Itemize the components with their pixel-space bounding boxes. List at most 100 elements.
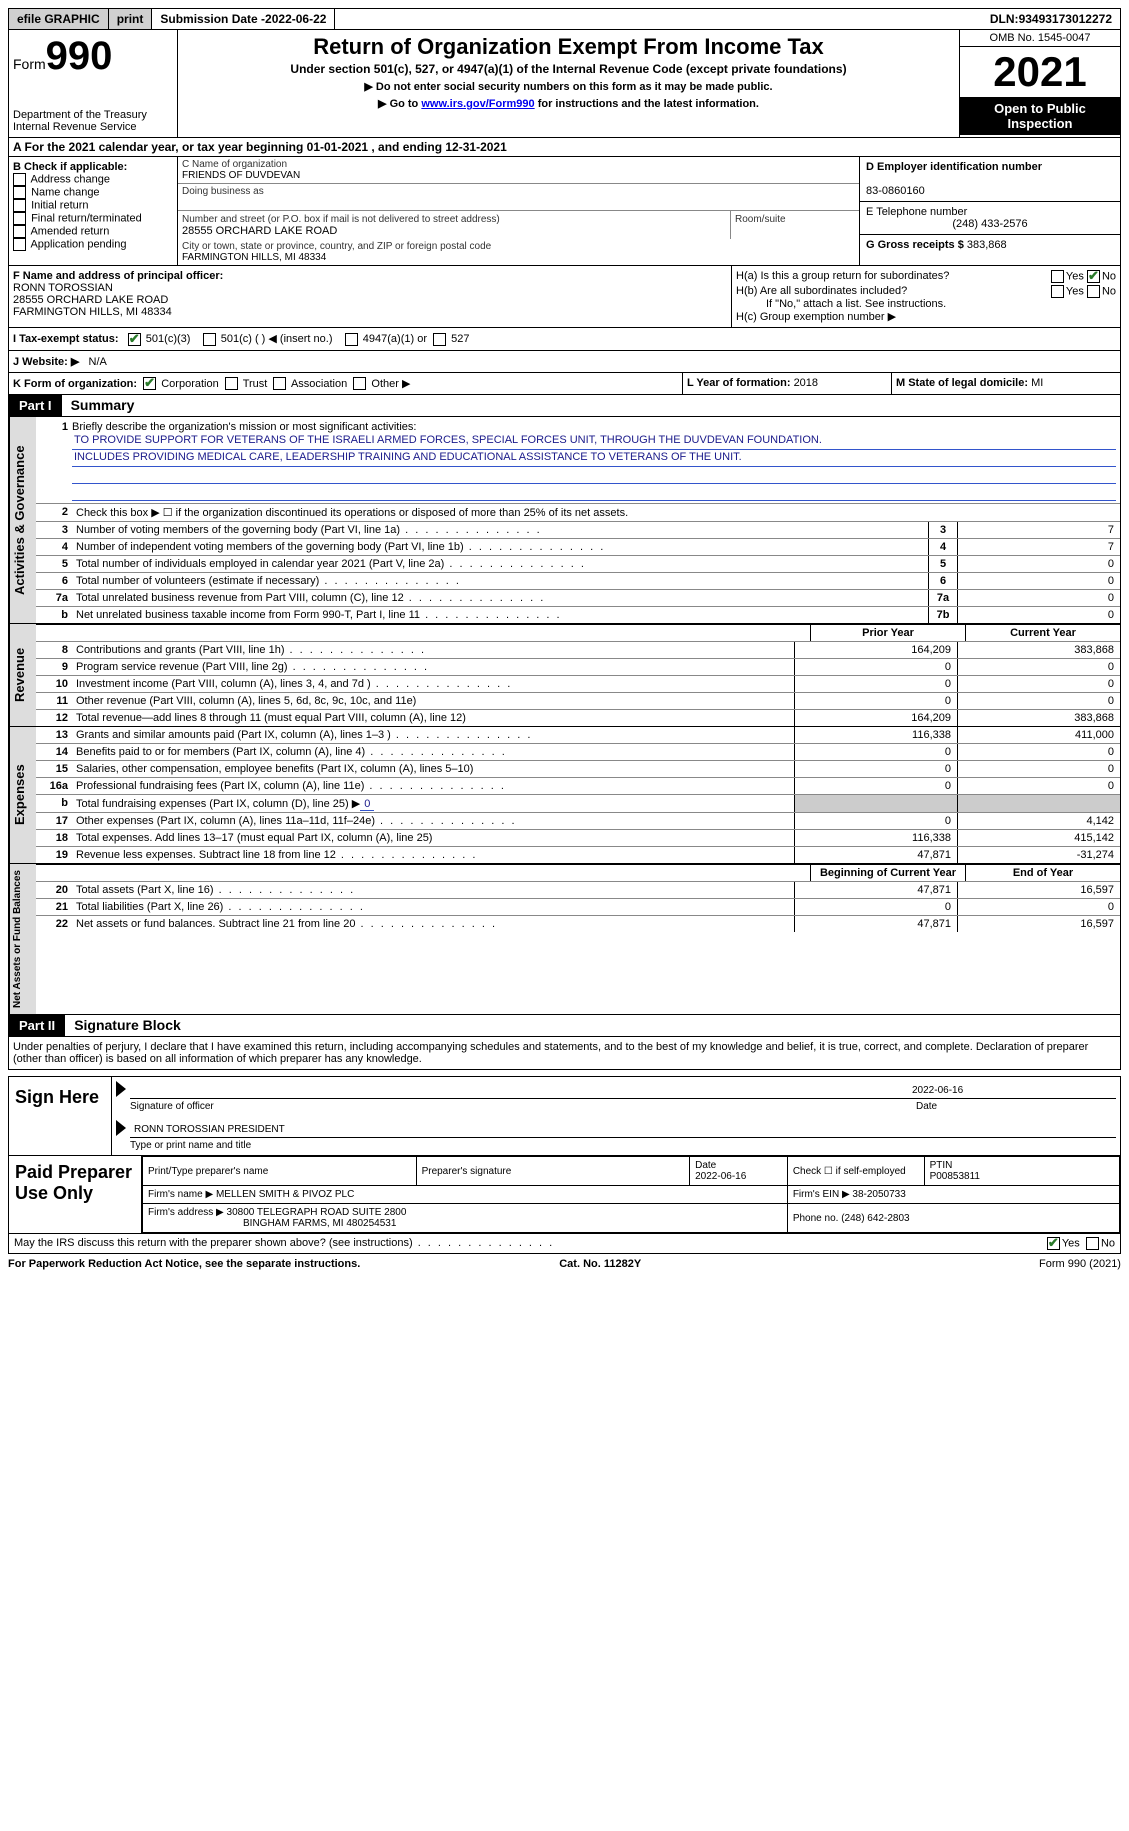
officer-name: RONN TOROSSIAN bbox=[13, 282, 113, 294]
submission-date: Submission Date - 2022-06-22 bbox=[152, 9, 335, 29]
dba-label: Doing business as bbox=[182, 186, 264, 197]
dln: DLN: 93493173012272 bbox=[982, 9, 1120, 29]
form-id-box: Form990 Department of the Treasury Inter… bbox=[9, 30, 178, 137]
expenses-block: Expenses 13Grants and similar amounts pa… bbox=[8, 727, 1121, 864]
form-title: Return of Organization Exempt From Incom… bbox=[184, 34, 953, 60]
hb-no[interactable] bbox=[1087, 285, 1100, 298]
checkbox-name-change[interactable] bbox=[13, 186, 26, 199]
entity-block: B Check if applicable: Address change Na… bbox=[8, 157, 1121, 266]
cb-assoc[interactable] bbox=[273, 377, 286, 390]
cat-no: Cat. No. 11282Y bbox=[559, 1258, 641, 1270]
checkbox-initial-return[interactable] bbox=[13, 199, 26, 212]
discuss-yes[interactable] bbox=[1047, 1237, 1060, 1250]
cb-corp[interactable] bbox=[143, 377, 156, 390]
cb-4947[interactable] bbox=[345, 333, 358, 346]
checkbox-final-return[interactable] bbox=[13, 212, 26, 225]
phone: (248) 433-2576 bbox=[866, 218, 1114, 230]
form-title-box: Return of Organization Exempt From Incom… bbox=[178, 30, 959, 137]
form-note-2: ▶ Go to www.irs.gov/Form990 for instruct… bbox=[184, 97, 953, 110]
checkbox-address-change[interactable] bbox=[13, 173, 26, 186]
q7a: Total unrelated business revenue from Pa… bbox=[72, 590, 928, 606]
cb-trust[interactable] bbox=[225, 377, 238, 390]
form-number: 990 bbox=[46, 34, 113, 78]
d-label: D Employer identification number bbox=[866, 161, 1042, 173]
g-label: G Gross receipts $ bbox=[866, 239, 967, 251]
firm-ein: 38-2050733 bbox=[852, 1189, 905, 1200]
public-inspection: Open to Public Inspection bbox=[960, 97, 1120, 135]
efile-button[interactable]: efile GRAPHIC bbox=[9, 9, 109, 29]
part1-body: Activities & Governance 1 Briefly descri… bbox=[8, 417, 1121, 624]
firm-name: MELLEN SMITH & PIVOZ PLC bbox=[216, 1189, 354, 1200]
dept-treasury: Department of the Treasury bbox=[13, 109, 173, 121]
cb-other[interactable] bbox=[353, 377, 366, 390]
v5: 0 bbox=[957, 556, 1120, 572]
ha-yes[interactable] bbox=[1051, 270, 1064, 283]
mission-line3 bbox=[72, 467, 1116, 484]
irs-label: Internal Revenue Service bbox=[13, 121, 173, 133]
vtab-netassets: Net Assets or Fund Balances bbox=[9, 864, 36, 1014]
checkbox-amended[interactable] bbox=[13, 225, 26, 238]
q4: Number of independent voting members of … bbox=[72, 539, 928, 555]
vtab-expenses: Expenses bbox=[9, 727, 36, 863]
netassets-block: Net Assets or Fund Balances Beginning of… bbox=[8, 864, 1121, 1015]
section-fh: F Name and address of principal officer:… bbox=[8, 266, 1121, 328]
city: FARMINGTON HILLS, MI 48334 bbox=[182, 252, 326, 263]
fundraising-total: 0 bbox=[360, 798, 374, 811]
cb-527[interactable] bbox=[433, 333, 446, 346]
line-j: J Website: ▶ N/A bbox=[8, 351, 1121, 373]
v7a: 0 bbox=[957, 590, 1120, 606]
v7b: 0 bbox=[957, 607, 1120, 623]
gross-receipts: 383,868 bbox=[967, 239, 1007, 251]
year-box: OMB No. 1545-0047 2021 Open to Public In… bbox=[959, 30, 1120, 137]
bottom-note: For Paperwork Reduction Act Notice, see … bbox=[8, 1258, 1121, 1270]
dln-label: DLN: bbox=[990, 12, 1019, 26]
mission-line4 bbox=[72, 484, 1116, 501]
hb-label: H(b) Are all subordinates included? bbox=[736, 285, 1051, 298]
officer-name-title: RONN TOROSSIAN PRESIDENT bbox=[130, 1122, 289, 1137]
paid-table: Print/Type preparer's name Preparer's si… bbox=[142, 1156, 1120, 1233]
year-formation: 2018 bbox=[794, 377, 818, 389]
declaration: Under penalties of perjury, I declare th… bbox=[8, 1037, 1121, 1070]
top-bar: efile GRAPHIC print Submission Date - 20… bbox=[8, 8, 1121, 30]
sign-block: Sign Here 2022-06-16 Signature of office… bbox=[8, 1076, 1121, 1156]
officer-addr2: FARMINGTON HILLS, MI 48334 bbox=[13, 306, 172, 318]
ha-no[interactable] bbox=[1087, 270, 1100, 283]
cb-501c3[interactable] bbox=[128, 333, 141, 346]
form-ref: Form 990 (2021) bbox=[1039, 1258, 1121, 1270]
revenue-block: Revenue Prior YearCurrent Year 8Contribu… bbox=[8, 624, 1121, 727]
firm-addr1: 30800 TELEGRAPH ROAD SUITE 2800 bbox=[227, 1207, 407, 1218]
q6: Total number of volunteers (estimate if … bbox=[72, 573, 928, 589]
v3: 7 bbox=[957, 522, 1120, 538]
ptin: P00853811 bbox=[930, 1171, 980, 1182]
line-a: A For the 2021 calendar year, or tax yea… bbox=[8, 138, 1121, 157]
mission-line2: INCLUDES PROVIDING MEDICAL CARE, LEADERS… bbox=[72, 450, 1116, 467]
city-label: City or town, state or province, country… bbox=[182, 241, 491, 252]
website: N/A bbox=[89, 356, 107, 368]
line-i: I Tax-exempt status: 501(c)(3) 501(c) ( … bbox=[8, 328, 1121, 351]
org-name: FRIENDS OF DUVDEVAN bbox=[182, 170, 300, 181]
room-label: Room/suite bbox=[735, 214, 786, 225]
q3: Number of voting members of the governin… bbox=[72, 522, 928, 538]
curr-year-h: Current Year bbox=[965, 625, 1120, 641]
irs-link[interactable]: www.irs.gov/Form990 bbox=[421, 98, 534, 110]
arrow-icon bbox=[116, 1120, 126, 1136]
part2-title: Signature Block bbox=[68, 1015, 187, 1035]
dln-value: 93493173012272 bbox=[1019, 12, 1112, 26]
discuss-row: May the IRS discuss this return with the… bbox=[8, 1234, 1121, 1254]
paid-label: Paid Preparer Use Only bbox=[9, 1156, 142, 1233]
q2: Check this box ▶ ☐ if the organization d… bbox=[72, 504, 1120, 521]
discuss-no[interactable] bbox=[1086, 1237, 1099, 1250]
cb-501c[interactable] bbox=[203, 333, 216, 346]
v6: 0 bbox=[957, 573, 1120, 589]
form-header: Form990 Department of the Treasury Inter… bbox=[8, 30, 1121, 138]
checkbox-app-pending[interactable] bbox=[13, 238, 26, 251]
sign-here-label: Sign Here bbox=[9, 1077, 112, 1155]
firm-addr2: BINGHAM FARMS, MI 480254531 bbox=[148, 1218, 396, 1229]
submission-value: 2022-06-22 bbox=[265, 12, 326, 26]
c-label: C Name of organization bbox=[182, 159, 287, 170]
q1-label: Briefly describe the organization's miss… bbox=[72, 421, 416, 433]
firm-phone: (248) 642-2803 bbox=[841, 1213, 909, 1224]
part1-title: Summary bbox=[65, 395, 141, 415]
print-button[interactable]: print bbox=[109, 9, 153, 29]
hb-yes[interactable] bbox=[1051, 285, 1064, 298]
